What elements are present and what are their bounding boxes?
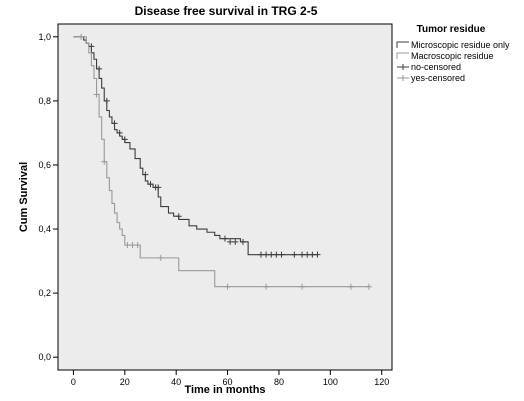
x-tick-label: 80 [274, 377, 284, 387]
censored-mark-series-1 [88, 43, 95, 50]
censored-mark-series-2 [129, 242, 136, 249]
censored-mark-series-1 [116, 129, 123, 136]
legend: Tumor residue Microscopic residue onlyMa… [396, 24, 510, 83]
censored-mark-series-1 [227, 238, 234, 245]
censored-mark-series-2 [124, 242, 131, 249]
y-tick-label: 0,6 [38, 160, 51, 170]
censored-mark-series-1 [111, 120, 118, 127]
plot-marks [73, 33, 372, 290]
y-tick-label: 0,2 [38, 288, 51, 298]
censored-mark-series-2 [347, 283, 354, 290]
censored-mark-series-1 [268, 251, 275, 258]
legend-title: Tumor residue [417, 24, 486, 35]
censored-mark-series-1 [314, 251, 321, 258]
censored-mark-series-1 [278, 251, 285, 258]
censored-mark-series-2 [78, 33, 85, 40]
censored-mark-series-1 [291, 251, 298, 258]
censored-mark-series-1 [96, 65, 103, 72]
censored-mark-series-2 [224, 283, 231, 290]
censored-mark-series-1 [263, 251, 270, 258]
y-axis: 0,0 0,2 0,4 0,6 0,8 1,0 [38, 32, 58, 362]
chart-title: Disease free survival in TRG 2-5 [135, 4, 318, 18]
censored-mark-series-1 [257, 251, 264, 258]
y-tick-label: 1,0 [38, 32, 51, 42]
legend-entry-label: yes-censored [411, 73, 465, 83]
x-tick-label: 100 [323, 377, 338, 387]
y-tick-label: 0,0 [38, 352, 51, 362]
censored-mark-series-2 [101, 158, 108, 165]
legend-swatch-cross [397, 64, 409, 70]
censored-mark-series-1 [147, 181, 154, 188]
censored-mark-series-1 [273, 251, 280, 258]
y-tick-label: 0,4 [38, 224, 51, 234]
legend-swatch-cross [397, 75, 409, 81]
x-tick-label: 40 [171, 377, 181, 387]
censored-mark-series-2 [299, 283, 306, 290]
censored-mark-series-2 [263, 283, 270, 290]
censored-mark-series-1 [155, 184, 162, 191]
y-axis-title: Cum Survival [18, 162, 30, 232]
censored-mark-series-1 [121, 136, 128, 143]
legend-swatch-line [396, 41, 409, 48]
x-tick-label: 60 [223, 377, 233, 387]
plot-area [57, 23, 393, 371]
censored-mark-series-1 [239, 238, 246, 245]
censored-mark-series-1 [142, 171, 149, 178]
censored-mark-series-1 [175, 213, 182, 220]
legend-entry-label: no-censored [411, 62, 461, 72]
legend-swatch-line [396, 52, 409, 59]
legend-entry-label: Microscopic residue only [411, 40, 510, 50]
censored-mark-series-1 [103, 97, 110, 104]
censored-mark-series-1 [232, 238, 239, 245]
censored-mark-series-2 [157, 254, 164, 261]
x-tick-label: 20 [120, 377, 130, 387]
x-axis: 0 20 40 60 80 100 120 [71, 370, 389, 387]
x-tick-label: 0 [71, 377, 76, 387]
censored-mark-series-1 [309, 251, 316, 258]
censored-mark-series-2 [365, 283, 372, 290]
legend-entry-label: Macroscopic residue [411, 51, 494, 61]
censored-mark-series-2 [93, 91, 100, 98]
censored-mark-series-1 [304, 251, 311, 258]
x-axis-title: Time in months [184, 384, 265, 396]
censored-mark-series-1 [222, 235, 228, 242]
x-tick-label: 120 [374, 377, 389, 387]
y-tick-label: 0,8 [38, 96, 51, 106]
censored-mark-series-2 [134, 242, 141, 249]
censored-mark-series-1 [299, 251, 306, 258]
